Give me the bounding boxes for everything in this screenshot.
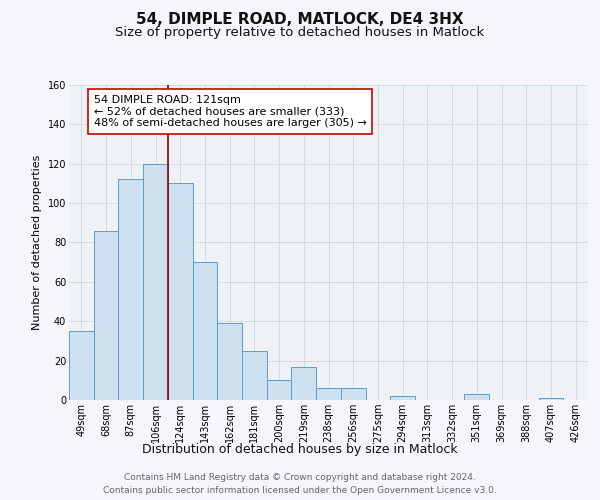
Bar [118,180,143,400]
Bar [341,388,365,400]
Bar [69,331,94,400]
Bar [292,366,316,400]
Bar [217,323,242,400]
Text: Distribution of detached houses by size in Matlock: Distribution of detached houses by size … [142,442,458,456]
Bar [316,388,341,400]
Bar [168,184,193,400]
Bar [242,351,267,400]
Text: Contains HM Land Registry data © Crown copyright and database right 2024.
Contai: Contains HM Land Registry data © Crown c… [103,474,497,495]
Text: 54, DIMPLE ROAD, MATLOCK, DE4 3HX: 54, DIMPLE ROAD, MATLOCK, DE4 3HX [136,12,464,28]
Bar [193,262,217,400]
Text: Size of property relative to detached houses in Matlock: Size of property relative to detached ho… [115,26,485,39]
Y-axis label: Number of detached properties: Number of detached properties [32,155,42,330]
Text: 54 DIMPLE ROAD: 121sqm
← 52% of detached houses are smaller (333)
48% of semi-de: 54 DIMPLE ROAD: 121sqm ← 52% of detached… [94,95,367,128]
Bar [464,394,489,400]
Bar [267,380,292,400]
Bar [94,230,118,400]
Bar [143,164,168,400]
Bar [539,398,563,400]
Bar [390,396,415,400]
